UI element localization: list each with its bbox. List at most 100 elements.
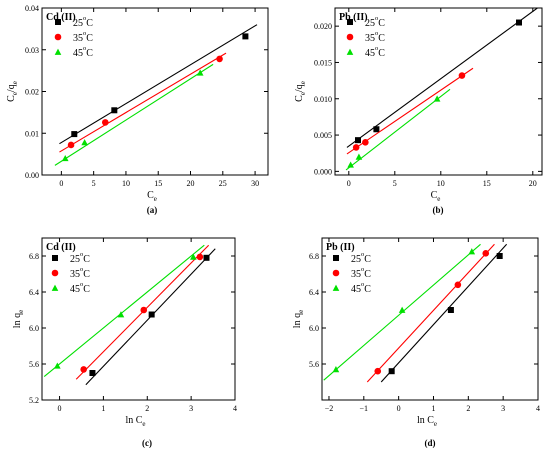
y-tick-label: 6.4 (309, 288, 319, 297)
legend-label: 45oC (70, 281, 90, 295)
x-tick-label: 0 (397, 404, 401, 413)
data-point (388, 368, 395, 375)
fit-line (380, 243, 508, 383)
data-point (352, 144, 360, 151)
chart-title: Pb (II) (339, 12, 368, 23)
legend-entry-1: 25oC (52, 251, 90, 265)
y-tick-label: 5.6 (29, 360, 39, 369)
x-tick-label: 2 (145, 404, 149, 413)
legend-entry-1: 25oC (55, 15, 93, 29)
x-tick-label: −1 (360, 404, 369, 413)
x-tick-label: 15 (154, 179, 162, 188)
data-point (203, 254, 210, 261)
x-tick-label: 2 (466, 404, 470, 413)
legend-label: 25oC (351, 251, 371, 265)
y-axis-label: Ce/qe (294, 81, 307, 102)
legend-marker (54, 48, 62, 55)
data-point (71, 131, 78, 138)
data-point (347, 161, 354, 168)
legend-marker (52, 255, 58, 261)
data-point (80, 366, 87, 373)
data-point (496, 253, 503, 259)
x-tick-label: 15 (483, 179, 491, 188)
y-tick-label: 0.005 (314, 131, 332, 140)
y-tick-label: 0.02 (25, 88, 39, 97)
legend-marker (346, 48, 354, 55)
x-axis-label: ln Ce (417, 415, 437, 428)
data-point (89, 370, 96, 376)
y-tick-label: 6.0 (29, 324, 39, 333)
series-1 (380, 243, 508, 383)
plot-frame (334, 7, 543, 176)
x-tick-label: 30 (251, 179, 259, 188)
legend-label: 35oC (70, 266, 90, 280)
legend-entry-3: 45oC (51, 281, 90, 295)
series-2 (75, 244, 210, 380)
data-point (54, 362, 61, 369)
legend-marker (51, 284, 59, 291)
y-tick-label: 6.8 (29, 252, 39, 261)
panel-letter: (d) (425, 438, 436, 448)
x-tick-label: 10 (437, 179, 445, 188)
x-tick-label: 4 (233, 404, 237, 413)
legend-marker (51, 269, 59, 277)
fit-line (346, 8, 538, 148)
x-tick-label: 0 (347, 179, 351, 188)
legend-label: 25oC (70, 251, 90, 265)
y-tick-label: 0.00 (25, 171, 39, 180)
y-tick-label: 0.01 (25, 129, 39, 138)
chart-title: Cd (II) (46, 12, 76, 23)
legend-label: 45oC (365, 45, 385, 59)
fit-line (366, 243, 495, 383)
series-1 (346, 8, 538, 148)
x-tick-label: 3 (189, 404, 193, 413)
x-tick-label: 0 (58, 404, 62, 413)
data-point (111, 107, 118, 114)
fit-line (43, 244, 205, 378)
legend-entry-3: 45oC (54, 45, 93, 59)
legend-entry-3: 45oC (332, 281, 371, 295)
panel-letter: (a) (147, 205, 158, 215)
x-tick-label: 3 (501, 404, 505, 413)
series-2 (346, 67, 474, 155)
series-3 (345, 88, 451, 171)
chart-panel-3: 0 1 2 3 4 5.2 5.6 6.0 6.4 6.8 ln Ce ln qe Cd (II)25o… (12, 237, 237, 428)
data-point (117, 311, 125, 318)
legend-entry-1: 25oC (347, 15, 385, 29)
data-point (140, 306, 148, 314)
legend-label: 45oC (73, 45, 93, 59)
data-point (516, 19, 522, 26)
legend-marker (332, 269, 340, 277)
x-tick-label: 25 (219, 179, 227, 188)
y-axis-label: ln qe (292, 310, 305, 328)
x-axis-label: Ce (431, 190, 441, 203)
chart-panel-4: −2 −1 0 1 2 3 4 5.6 6.0 6.4 6.8 ln Ce ln qe Pb (II)25… (292, 237, 540, 428)
data-point (81, 139, 88, 146)
fit-line (346, 67, 474, 155)
legend-label: 45oC (351, 281, 371, 295)
legend-label: 35oC (351, 266, 371, 280)
data-point (216, 55, 223, 63)
y-axis-label: ln qe (12, 310, 25, 328)
x-tick-label: 10 (122, 179, 130, 188)
legend-label: 35oC (365, 30, 385, 44)
x-tick-label: 0 (59, 179, 63, 188)
series-2 (366, 243, 495, 383)
legend-marker (332, 284, 340, 291)
data-point (332, 366, 340, 373)
legend-entry-2: 35oC (54, 30, 93, 44)
y-tick-label: 0.020 (314, 22, 332, 31)
x-tick-label: 4 (536, 404, 540, 413)
data-point (190, 253, 197, 260)
data-point (61, 154, 69, 162)
x-tick-label: 20 (187, 179, 195, 188)
x-tick-label: 20 (529, 179, 537, 188)
y-tick-label: 0.015 (314, 58, 332, 67)
y-tick-label: 6.0 (309, 324, 319, 333)
y-tick-label: 0.010 (314, 95, 332, 104)
data-point (458, 72, 466, 79)
series-3 (54, 63, 214, 166)
x-axis-label: Ce (147, 190, 157, 203)
data-point (362, 139, 369, 146)
x-tick-label: −2 (325, 404, 334, 413)
